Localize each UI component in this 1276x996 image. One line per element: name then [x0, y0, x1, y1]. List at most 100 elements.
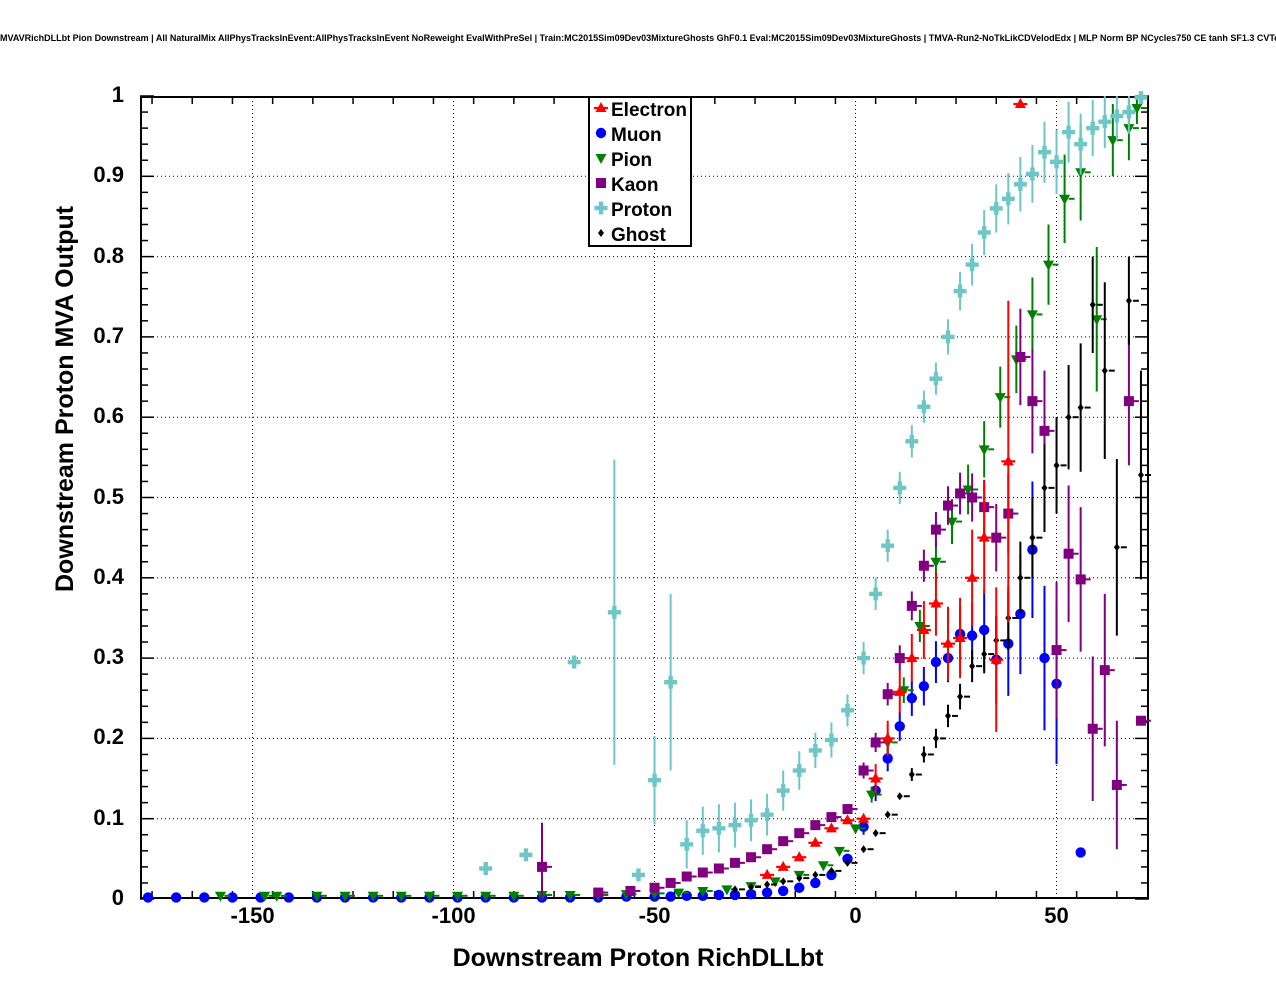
data-point [1026, 310, 1038, 321]
data-point [796, 874, 803, 883]
data-point [906, 600, 917, 611]
legend-item-kaon[interactable]: Kaon [590, 173, 690, 198]
data-point [745, 888, 757, 900]
y-tick-label: 0.5 [93, 483, 124, 509]
data-point [776, 784, 790, 798]
data-point [953, 632, 968, 643]
data-point [977, 226, 991, 240]
data-point [977, 531, 992, 542]
data-point [777, 885, 789, 897]
data-point [1027, 396, 1038, 407]
data-point [1101, 366, 1108, 375]
data-point [965, 571, 980, 582]
legend-label: Ghost [611, 224, 666, 246]
data-point [978, 624, 990, 636]
data-point [930, 557, 942, 568]
data-point [746, 852, 757, 863]
data-point [908, 770, 915, 779]
data-point [673, 888, 685, 899]
data-point [866, 790, 878, 801]
data-point [894, 653, 905, 664]
legend-item-electron[interactable]: Electron [590, 98, 690, 123]
data-point [858, 765, 869, 776]
data-point [536, 861, 547, 872]
data-point [681, 871, 692, 882]
data-point [199, 892, 210, 903]
data-point [1043, 260, 1055, 271]
data-point [1013, 177, 1027, 191]
data-point [1111, 779, 1122, 790]
legend-label: Electron [611, 99, 688, 121]
data-point [1039, 425, 1050, 436]
data-point [812, 870, 819, 879]
data-point [1099, 665, 1110, 676]
data-point [794, 882, 805, 893]
data-point [479, 861, 493, 875]
data-point [817, 861, 829, 872]
data-point [283, 892, 294, 903]
legend-item-pion[interactable]: Pion [590, 148, 690, 173]
data-point [271, 891, 283, 902]
legend-item-ghost[interactable]: Ghost [590, 223, 690, 248]
data-point [792, 851, 807, 862]
data-point [943, 500, 954, 511]
data-point [994, 393, 1006, 404]
data-point [881, 539, 895, 553]
data-point [833, 846, 845, 857]
data-point [932, 734, 939, 743]
data-point [1122, 105, 1136, 119]
data-point [712, 821, 726, 835]
data-point [170, 892, 182, 903]
data-point [941, 637, 956, 648]
data-point [1065, 413, 1072, 422]
data-point [1075, 574, 1086, 585]
data-point [664, 675, 678, 689]
data-point [1086, 121, 1100, 135]
data-point [697, 886, 709, 897]
data-point [930, 524, 941, 535]
data-point [594, 201, 608, 215]
data-point [969, 662, 976, 671]
y-tick-label: 0.1 [93, 804, 124, 830]
y-tick-label: 0.3 [93, 644, 124, 670]
data-point [884, 810, 891, 819]
data-point [780, 877, 787, 886]
data-point [918, 681, 930, 692]
y-tick-label: 0.7 [93, 322, 124, 348]
data-point [713, 889, 725, 901]
data-point [680, 837, 694, 851]
data-point [1137, 471, 1144, 480]
data-point [989, 201, 1003, 215]
data-point [1001, 455, 1016, 466]
data-point [841, 703, 855, 717]
data-point [1089, 300, 1096, 309]
data-point [778, 836, 789, 847]
legend-label: Proton [611, 199, 673, 221]
data-point [842, 853, 853, 865]
data-point [649, 882, 660, 893]
data-point [1110, 109, 1124, 123]
data-point [598, 229, 604, 237]
data-point [978, 445, 990, 456]
data-point [966, 630, 978, 641]
data-point [696, 824, 710, 838]
data-point [869, 587, 883, 601]
data-point [1113, 543, 1120, 552]
data-point [1134, 91, 1148, 105]
data-point [1131, 104, 1143, 115]
data-point [844, 858, 851, 867]
triangle-up-icon [592, 100, 610, 121]
data-point [870, 737, 881, 748]
legend-item-muon[interactable]: Muon [590, 123, 690, 148]
x-axis-label: Downstream Proton RichDLLbt [452, 944, 824, 972]
series-electron [760, 98, 1028, 879]
y-tick-label: 0 [111, 885, 124, 910]
data-point [856, 812, 871, 823]
legend-item-proton[interactable]: Proton [590, 198, 690, 223]
data-point [826, 812, 837, 823]
data-point [989, 653, 1004, 664]
data-point [824, 733, 838, 747]
data-point [828, 866, 835, 875]
